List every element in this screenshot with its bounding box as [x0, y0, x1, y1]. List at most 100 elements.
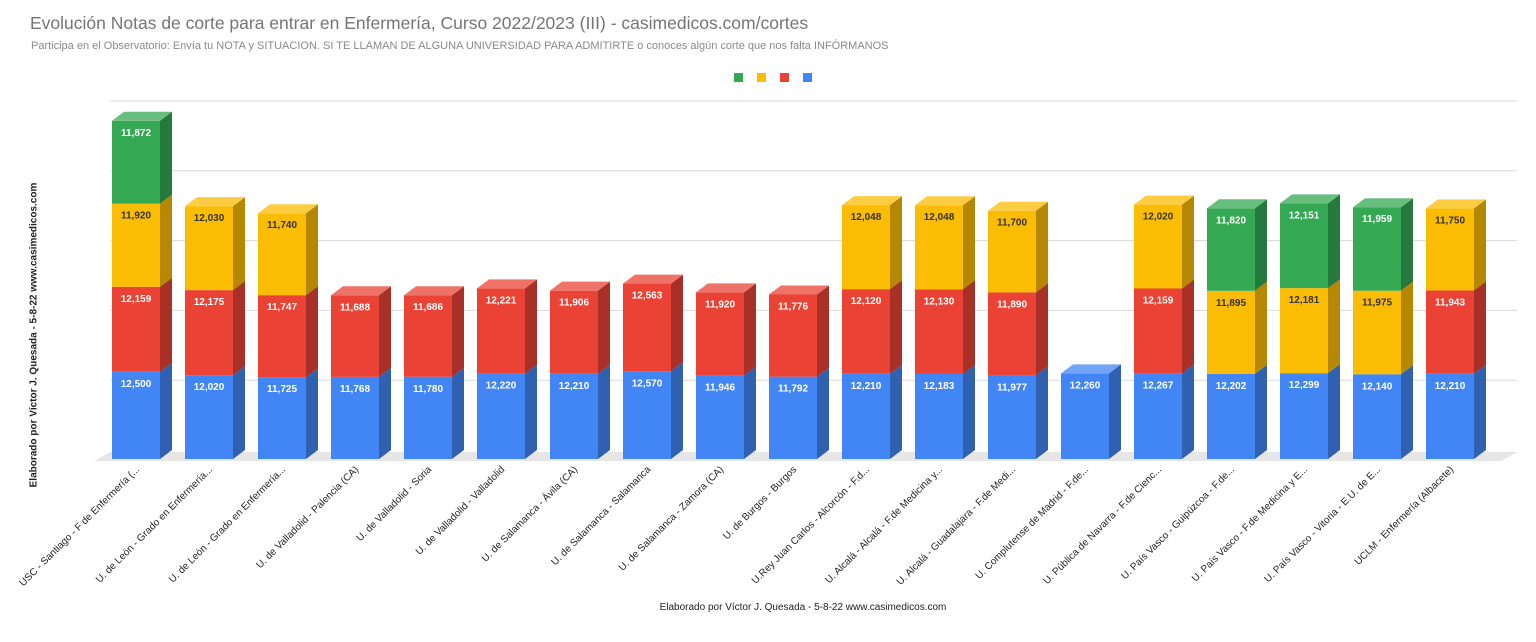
x-tick-label: U. Alcalá - Guadalajara - F.de Medi... — [895, 464, 1018, 587]
bar-segment-side — [671, 362, 683, 459]
bar-segment — [477, 288, 525, 374]
bar-segment — [1134, 373, 1182, 459]
data-label: 12,202 — [1216, 381, 1247, 392]
bar-stack: 11,977 11,890 11,700 — [988, 201, 1048, 459]
data-label: 12,181 — [1289, 295, 1320, 306]
bar-segment-side — [233, 281, 245, 376]
bar-segment-side — [1182, 364, 1194, 459]
data-label: 11,700 — [997, 218, 1027, 229]
bar-stack: 12,020 12,175 12,030 — [185, 197, 245, 459]
bar-stack: 12,183 12,130 12,048 — [915, 196, 975, 459]
bar-top — [477, 279, 537, 289]
bar-segment-side — [379, 286, 391, 377]
x-tick-label: U. Pública de Navarra - F.de Cienc... — [1042, 464, 1165, 587]
bar-segment-side — [1328, 279, 1340, 374]
bar-stack: 12,260 — [1061, 364, 1121, 459]
bar-segment — [769, 294, 817, 377]
bar-segment-side — [1255, 199, 1267, 291]
data-label: 11,792 — [778, 384, 808, 395]
data-label: 11,920 — [705, 299, 735, 310]
bar-segment — [1426, 290, 1474, 374]
x-tick-label: U.Rey Juan Carlos - Alcorcón - F.d... — [750, 464, 872, 586]
data-label: 12,130 — [924, 296, 955, 307]
bar-segment-side — [1328, 364, 1340, 459]
data-label: 11,820 — [1216, 215, 1246, 226]
bar-stack: 12,267 12,159 12,020 — [1134, 195, 1194, 459]
bar-segment — [1061, 373, 1109, 459]
bar-segment — [1426, 208, 1474, 291]
bar-stack: 11,780 11,686 — [404, 286, 464, 459]
bar-stack: 11,725 11,747 11,740 — [258, 204, 318, 459]
bar-segment-side — [598, 281, 610, 374]
bar-segment — [623, 371, 671, 459]
bar-segment-side — [671, 274, 683, 372]
bar-segment-side — [1328, 194, 1340, 289]
data-label: 11,946 — [705, 383, 735, 394]
data-label: 11,725 — [267, 384, 297, 395]
bar-segment — [185, 290, 233, 376]
bar-segment — [1280, 373, 1328, 459]
bar-top — [258, 204, 318, 214]
bar-segment-side — [1255, 364, 1267, 459]
bar-top — [915, 196, 975, 206]
x-tick-label: U. Alcalá - Alcalá - F.de Medicina y... — [823, 464, 945, 586]
bar-segment — [331, 295, 379, 377]
bar-segment — [112, 203, 160, 287]
bar-segment-side — [1109, 364, 1121, 459]
bar-segment — [988, 375, 1036, 459]
bar-segment — [112, 371, 160, 459]
bar-segment-side — [452, 367, 464, 459]
data-label: 11,959 — [1362, 214, 1392, 225]
bar-stack: 12,210 11,943 11,750 — [1426, 199, 1486, 459]
bar-segment — [915, 373, 963, 459]
bar-segment-side — [233, 197, 245, 291]
bar-segment — [1134, 288, 1182, 374]
bar-top — [1207, 199, 1267, 209]
bar-top — [404, 286, 464, 296]
x-tick-label: U. País Vasco - F.de Medicina y E... — [1190, 464, 1310, 584]
bar-segment — [842, 205, 890, 290]
data-label: 11,977 — [997, 382, 1027, 393]
data-label: 11,906 — [559, 298, 589, 309]
bar-segment — [550, 373, 598, 459]
x-tick-labels: USC - Santiago - F de Enfermería (...U. … — [18, 463, 1456, 589]
bar-top — [1134, 195, 1194, 205]
bar-stack: 12,210 11,906 — [550, 281, 610, 459]
data-label: 11,776 — [778, 301, 808, 312]
data-label: 11,768 — [340, 384, 370, 395]
x-tick-label: U. País Vasco - Vitoria - E.U. de E... — [1262, 464, 1383, 585]
data-label: 11,780 — [413, 384, 443, 395]
data-label: 12,267 — [1143, 380, 1174, 391]
bar-segment — [1207, 208, 1255, 291]
bar-segment — [623, 283, 671, 372]
data-label: 12,140 — [1362, 381, 1393, 392]
bar-top — [112, 111, 172, 121]
bar-top — [1280, 194, 1340, 204]
data-label: 11,975 — [1362, 298, 1392, 309]
bars: 12,50012,15911,92011,87212,02012,17512,0… — [112, 111, 1486, 459]
data-label: 12,299 — [1289, 380, 1320, 391]
data-label: 11,895 — [1216, 298, 1246, 309]
bar-stack: 11,792 11,776 — [769, 285, 829, 459]
x-tick-label: U. de León - Grado en Enfermería... — [167, 464, 288, 585]
bar-segment-side — [890, 364, 902, 459]
data-label: 12,183 — [924, 381, 955, 392]
chart-title: Evolución Notas de corte para entrar en … — [30, 13, 809, 33]
legend-marker — [757, 73, 766, 82]
bar-top — [696, 283, 756, 293]
data-label: 12,221 — [486, 295, 517, 306]
bar-segment-side — [452, 286, 464, 377]
bar-segment-side — [379, 367, 391, 459]
data-label: 11,890 — [997, 299, 1027, 310]
bar-top — [185, 197, 245, 207]
bar-segment — [1207, 373, 1255, 459]
y-axis-label-wrap: Elaborado por Víctor J. Quesada - 5-8-22… — [0, 0, 40, 488]
data-label: 12,159 — [121, 294, 152, 305]
data-label: 12,030 — [194, 213, 225, 224]
data-label: 12,260 — [1070, 380, 1101, 391]
bar-segment — [915, 205, 963, 290]
data-label: 12,048 — [924, 212, 955, 223]
y-axis-label: Elaborado por Víctor J. Quesada - 5-8-22… — [28, 182, 40, 488]
legend-marker — [734, 73, 743, 82]
bar-segment — [1207, 290, 1255, 374]
